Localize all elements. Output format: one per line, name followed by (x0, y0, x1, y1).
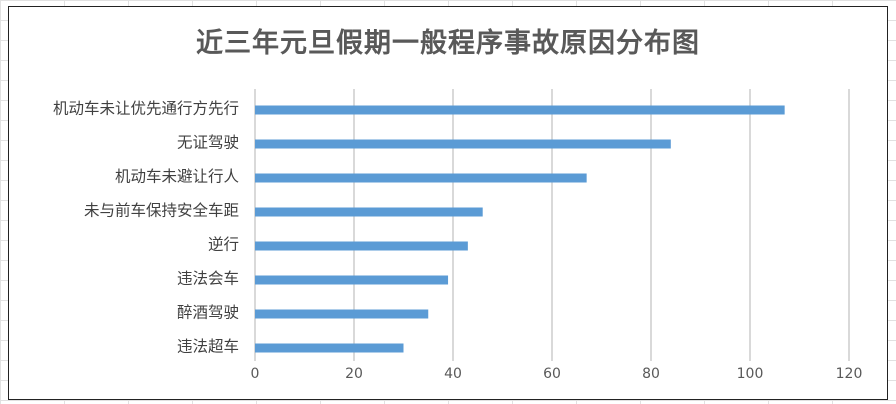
x-tick-label: 80 (642, 366, 660, 382)
x-tick-label: 120 (836, 366, 863, 382)
bar (255, 343, 404, 353)
category-label: 未与前车保持安全车距 (84, 202, 239, 220)
x-tick-label: 100 (737, 366, 764, 382)
category-label: 机动车未避让行人 (115, 168, 239, 186)
category-label: 违法会车 (177, 270, 239, 288)
x-tick-label: 60 (543, 366, 561, 382)
bar (255, 207, 483, 217)
category-label: 违法超车 (177, 338, 239, 356)
chart-area[interactable]: 近三年元旦假期一般程序事故原因分布图 0 20 40 60 80 100 120 机动车未让优… (8, 6, 888, 400)
bar (255, 139, 671, 149)
bar (255, 105, 785, 115)
bar-chart-plot: 0 20 40 60 80 100 120 机动车未让优先通行方先行无证驾驶机动车未避让行人未… (53, 89, 863, 382)
x-tick-label: 20 (345, 366, 363, 382)
x-tick-label: 40 (444, 366, 462, 382)
bar (255, 275, 449, 285)
x-tick-label: 0 (251, 366, 260, 382)
chart-title: 近三年元旦假期一般程序事故原因分布图 (196, 28, 700, 59)
category-label: 无证驾驶 (177, 134, 239, 152)
bar (255, 241, 468, 251)
category-label: 逆行 (208, 236, 239, 254)
bar (255, 309, 429, 319)
category-label: 醉酒驾驶 (177, 304, 239, 322)
category-label: 机动车未让优先通行方先行 (53, 100, 239, 118)
bar (255, 173, 587, 183)
